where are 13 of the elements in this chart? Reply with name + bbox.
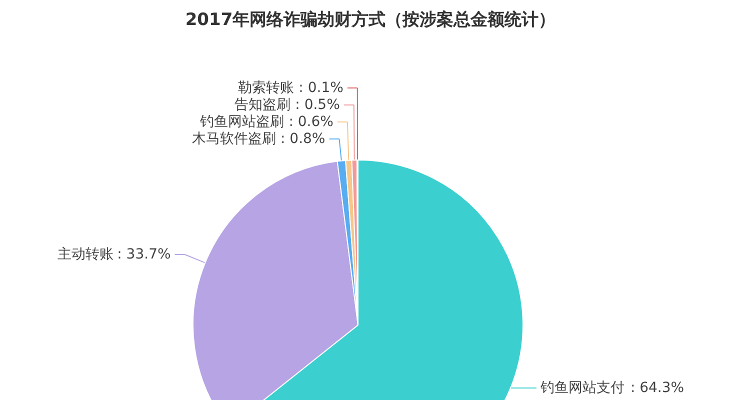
slice-label: 钓鱼网站盗刷 xyxy=(199,114,284,130)
slice-label: 木马软件盗刷 xyxy=(192,130,276,147)
slice-label: 主动转账 xyxy=(57,246,114,263)
data-label: : 33.7% xyxy=(117,246,171,263)
data-label: : 0.8% xyxy=(280,130,326,147)
chart-title: 2017年网络诈骗劫财方式（按涉案总金额统计） xyxy=(185,9,556,30)
data-label: : 0.5% xyxy=(295,96,340,113)
data-label: : 64.3% xyxy=(630,380,684,396)
data-label: : 0.6% xyxy=(288,114,334,130)
legend-label: 钓鱼网站支付 xyxy=(539,380,624,396)
slice-label: 告知盗刷 xyxy=(234,96,291,113)
data-label: : 0.1% xyxy=(298,80,344,96)
slice-label: 勒索转账 xyxy=(238,80,294,96)
